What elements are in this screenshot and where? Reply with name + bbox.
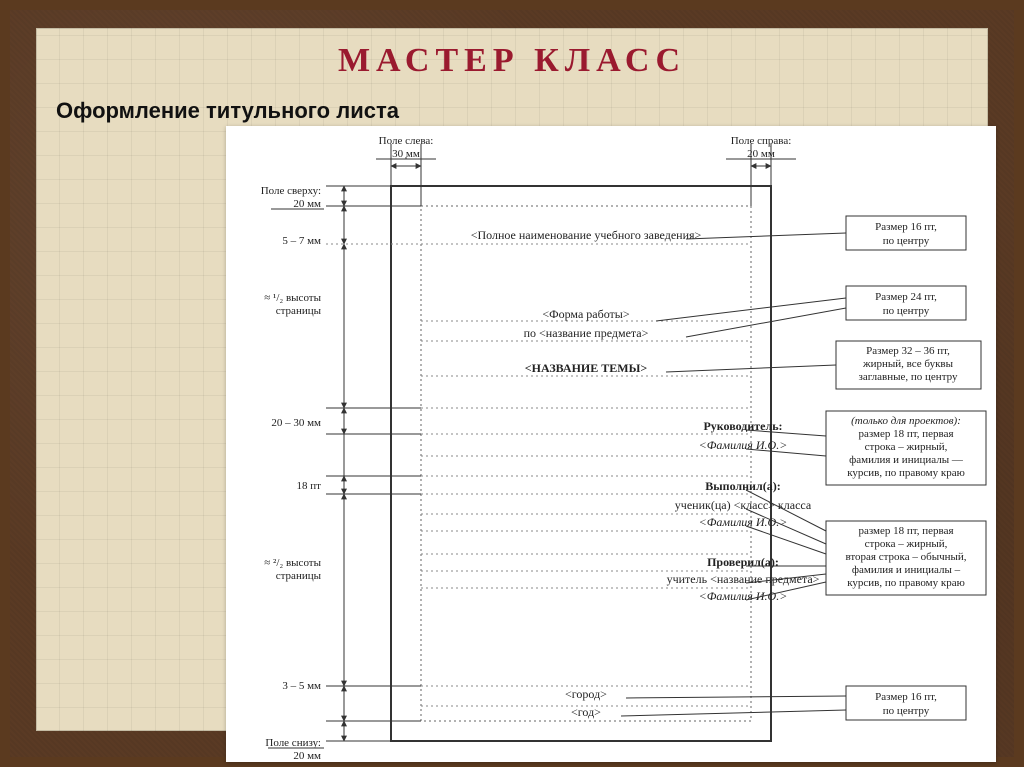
callout-16pt-l1: Размер 16 пт, [875,221,937,233]
callout-3-l2: жирный, все буквы [862,358,954,370]
title-page-diagram: Поле слева: 30 мм Поле справа: 20 мм [226,126,996,762]
page-outer-border [391,186,771,741]
dim-half-b: страницы [276,305,322,317]
slide-title: МАСТЕР КЛАСС [36,42,988,80]
checked-label: Проверил(а): [707,555,779,569]
author-line1: ученик(ца) <класс> класса [675,498,812,512]
dim-18pt: 18 пт [297,480,322,492]
callout-3-l3: заглавные, по центру [859,371,958,383]
supervisor-name: <Фамилия И.О.> [699,438,788,452]
callout-4-l3: строка – жирный, [865,441,948,453]
margin-bottom-value: 20 мм [293,750,321,762]
callout-6-l2: по центру [883,705,930,717]
margin-bottom-label: Поле снизу: [265,737,321,749]
dim-20-30mm: 20 – 30 мм [271,417,321,429]
callout-16pt-leader [686,233,846,239]
callout-4-l1: (только для проектов): [851,415,961,427]
callout-4-l4: фамилия и инициалы — [849,454,964,466]
dim-rest-b: страницы [276,570,322,582]
margin-right-label: Поле справа: [731,135,792,147]
margin-right-value: 20 мм [747,148,775,160]
topic-title: <НАЗВАНИЕ ТЕМЫ> [525,361,648,375]
city: <город> [565,687,607,701]
callout-6-l1: Размер 16 пт, [875,691,937,703]
subject-line: по <название предмета> [524,326,649,340]
callout-5-l2: строка – жирный, [865,538,948,550]
callout-24pt-l2: по центру [883,305,930,317]
checked-line1: учитель <название предмета> [667,572,820,586]
dim-5-7mm: 5 – 7 мм [282,235,321,247]
slide-subtitle: Оформление титульного листа [56,98,399,124]
year: <год> [571,705,601,719]
page-text-area [421,206,751,721]
checked-name: <Фамилия И.О.> [699,589,788,603]
margin-left-label: Поле слева: [379,135,434,147]
institution-placeholder: <Полное наименование учебного заведения> [471,228,702,242]
callout-16pt-l2: по центру [883,235,930,247]
callout-5-l1: размер 18 пт, первая [858,525,953,537]
dim-3-5mm: 3 – 5 мм [282,680,321,692]
callout-4-l2: размер 18 пт, первая [858,428,953,440]
cream-panel: МАСТЕР КЛАСС Оформление титульного листа [36,28,988,731]
supervisor-label: Руководитель: [703,419,782,433]
callout-4-l5: курсив, по правому краю [847,467,965,479]
author-name: <Фамилия И.О.> [699,515,788,529]
work-form: <Форма работы> [542,307,629,321]
author-label: Выполнил(а): [705,479,780,493]
margin-top-value: 20 мм [293,198,321,210]
callout-5-l3: вторая строка – обычный, [845,551,966,563]
dim-rest-a: ≈ ²/₂ высоты [264,557,321,569]
callout-3-l1: Размер 32 – 36 пт, [866,345,950,357]
callout-5-l5: курсив, по правому краю [847,577,965,589]
dim-half-a: ≈ ¹/₂ высоты [264,292,321,304]
margin-top-label: Поле сверху: [261,185,321,197]
callout-5-l4: фамилия и инициалы – [852,564,961,576]
slide-frame: МАСТЕР КЛАСС Оформление титульного листа [0,0,1024,767]
callout-24pt-l1: Размер 24 пт, [875,291,937,303]
